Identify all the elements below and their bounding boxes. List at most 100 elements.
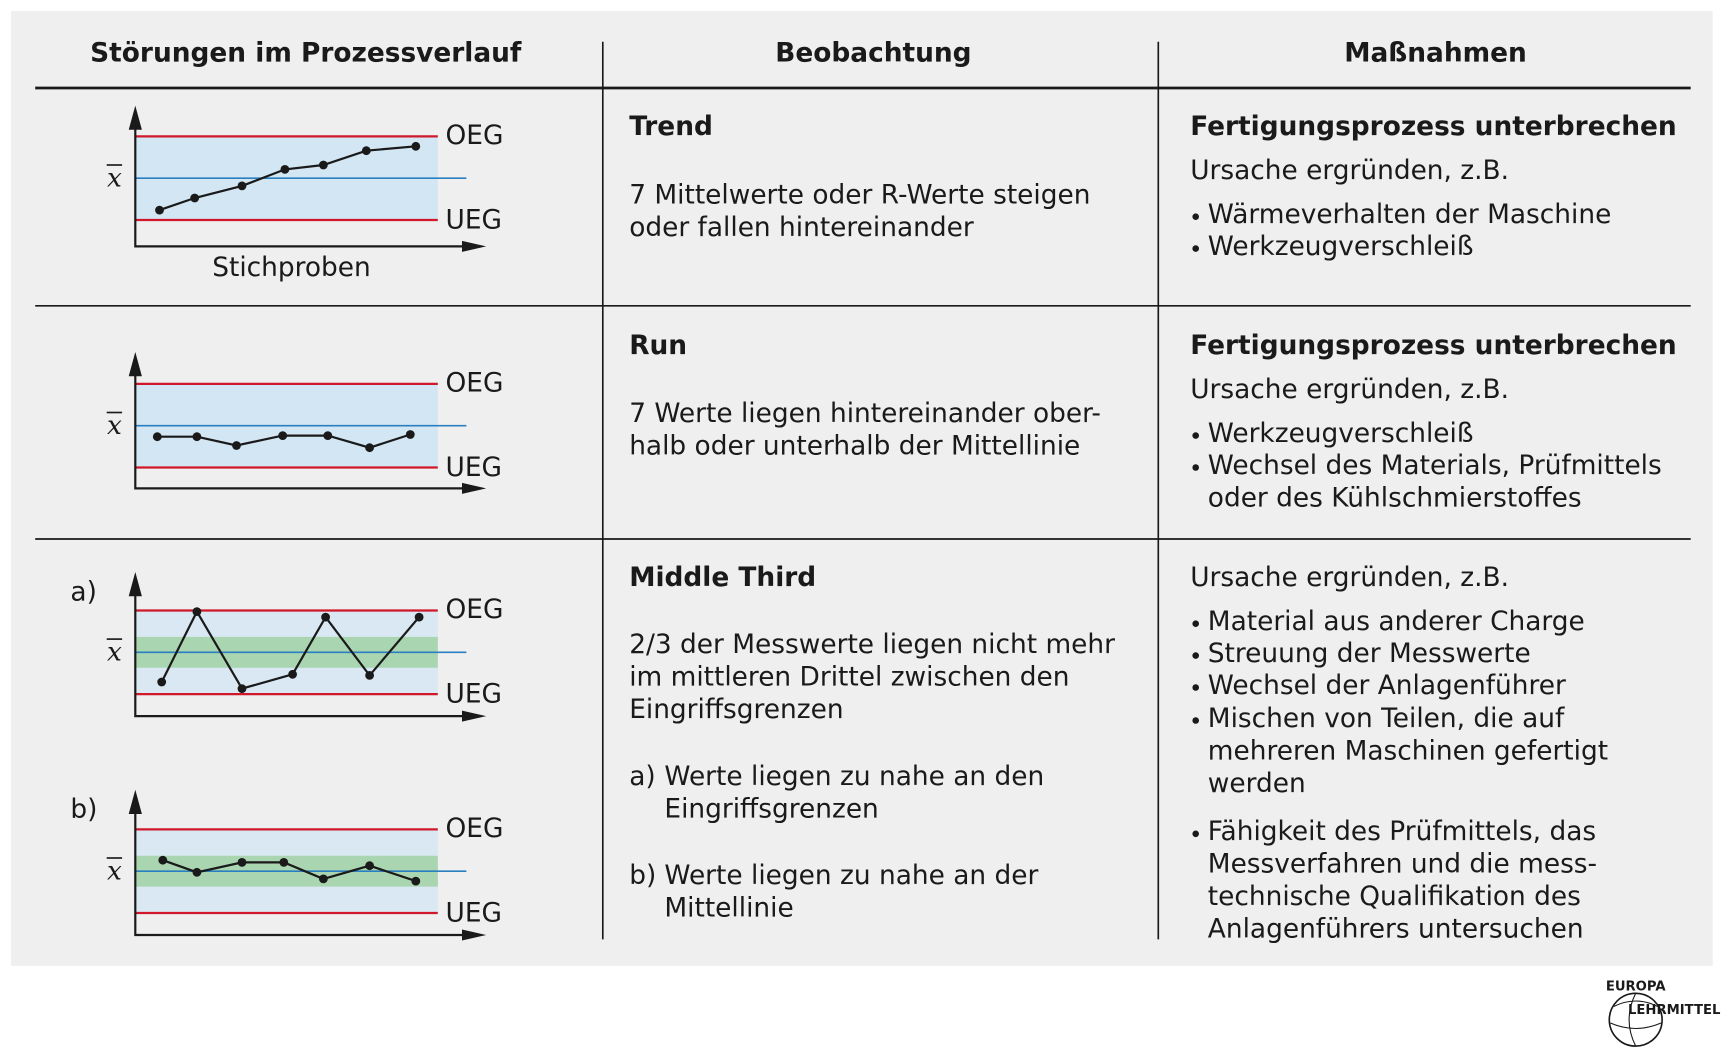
- text-line: mehreren Maschinen gefertigt: [1208, 735, 1608, 766]
- mean-symbol: x: [107, 636, 122, 667]
- text-line: oder fallen hintereinander: [629, 212, 974, 243]
- measure-intro: Ursache ergründen, z.B.: [1190, 374, 1509, 405]
- axis-arrow: [462, 710, 487, 722]
- mean-symbol: x: [107, 410, 122, 441]
- axis-arrow: [462, 929, 487, 941]
- control-chart: [128, 789, 487, 941]
- text-line: werden: [1208, 768, 1306, 799]
- lower-limit-label: UEG: [446, 452, 502, 483]
- sample-point: [190, 193, 200, 203]
- axis-arrow: [128, 352, 142, 377]
- bullet: [1192, 464, 1199, 471]
- bullet: [1192, 432, 1199, 439]
- text-line: Wechsel des Materials, Prüfmittels: [1208, 450, 1662, 481]
- text-line: Material aus anderer Charge: [1208, 606, 1585, 637]
- column-header: Störungen im Prozessverlauf: [90, 37, 522, 68]
- sample-point: [411, 141, 421, 151]
- sample-point: [237, 181, 247, 191]
- text-line: Wärmeverhalten der Maschine: [1208, 199, 1612, 230]
- logo-text: EUROPA: [1606, 980, 1667, 995]
- sample-point: [321, 612, 330, 622]
- text-line: Mischen von Teilen, die auf: [1208, 703, 1565, 734]
- text-line: 2/3 der Messwerte liegen nicht mehr: [629, 629, 1115, 660]
- sample-point: [280, 165, 290, 174]
- control-chart: [128, 352, 487, 494]
- text-line: Werte liegen zu nahe an der: [664, 860, 1038, 891]
- text-line: Wechsel der Anlagenführer: [1208, 670, 1566, 701]
- text-line: im mittleren Drittel zwischen den: [629, 662, 1069, 693]
- sample-point: [405, 430, 415, 439]
- bullet: [1192, 830, 1199, 838]
- sample-point: [365, 443, 374, 453]
- sample-point: [192, 432, 202, 442]
- observation-title: Middle Third: [629, 562, 816, 593]
- upper-limit-label: OEG: [446, 594, 504, 625]
- sample-point: [361, 146, 371, 156]
- lower-limit-label: UEG: [446, 898, 502, 929]
- measure-title: Fertigungsprozess unterbrechen: [1190, 330, 1677, 361]
- chart-label: a): [70, 576, 96, 607]
- sample-point: [158, 855, 168, 865]
- axis-arrow: [128, 789, 142, 814]
- text-line: Fähigkeit des Prüfmittels, das: [1208, 816, 1596, 847]
- case-label: b): [629, 860, 656, 891]
- bullet: [1192, 717, 1199, 724]
- axis-arrow: [128, 105, 142, 130]
- text-line: halb oder unterhalb der Mittellinie: [629, 431, 1080, 462]
- sample-point: [288, 669, 297, 679]
- control-chart: [128, 572, 487, 722]
- sample-point: [279, 858, 289, 867]
- upper-limit-label: OEG: [446, 813, 504, 844]
- sample-point: [323, 431, 333, 440]
- text-line: Mittellinie: [664, 893, 793, 924]
- case-label: a): [629, 761, 655, 792]
- observation-title: Run: [629, 330, 687, 361]
- sample-point: [192, 867, 202, 877]
- sample-point: [232, 441, 241, 450]
- sample-point: [414, 612, 424, 622]
- mean-symbol: x: [107, 162, 122, 193]
- logo-text: LEHRMITTEL: [1628, 1003, 1721, 1018]
- sample-point: [237, 684, 247, 693]
- bullet: [1192, 213, 1199, 220]
- observation-title: Trend: [629, 111, 713, 142]
- sample-point: [278, 431, 288, 440]
- sample-point: [319, 874, 328, 884]
- measure-intro: Ursache ergründen, z.B.: [1190, 155, 1509, 186]
- text-line: Messverfahren und die mess-: [1208, 849, 1597, 880]
- axes: [134, 118, 474, 248]
- upper-limit-label: OEG: [446, 120, 504, 151]
- sample-point: [155, 205, 164, 215]
- control-chart: [128, 105, 487, 252]
- sample-point: [192, 607, 202, 616]
- column-header: Beobachtung: [775, 37, 971, 68]
- text-line: Werte liegen zu nahe an den: [664, 761, 1044, 792]
- lower-limit-label: UEG: [446, 679, 502, 710]
- axes: [134, 365, 474, 490]
- lower-limit-label: UEG: [446, 205, 502, 236]
- chart-label: b): [70, 794, 97, 825]
- text-line: Streuung der Messwerte: [1208, 638, 1531, 669]
- text-line: Werkzeugverschleiß: [1208, 418, 1474, 449]
- bullet: [1192, 684, 1199, 691]
- table: Störungen im Prozessverlauf Beobachtung Ma…: [11, 11, 1721, 1047]
- x-axis-label: Stichproben: [212, 252, 371, 283]
- measure-intro: Ursache ergründen, z.B.: [1190, 562, 1509, 593]
- axes: [134, 585, 474, 718]
- text-line: technische Qualifikation des: [1208, 881, 1581, 912]
- mean-symbol: x: [107, 855, 122, 886]
- sample-point: [157, 677, 167, 687]
- axis-arrow: [128, 572, 142, 597]
- axis-arrow: [462, 482, 487, 494]
- sample-point: [152, 432, 162, 442]
- sample-point: [237, 858, 247, 867]
- bullet: [1192, 620, 1199, 627]
- sample-point: [365, 861, 374, 871]
- text-line: Werkzeugverschleiß: [1208, 231, 1474, 262]
- axes: [134, 803, 474, 937]
- sample-point: [365, 671, 374, 680]
- bullet: [1192, 245, 1199, 252]
- bullet: [1192, 652, 1199, 659]
- text-line: oder des Kühlschmierstoffes: [1208, 482, 1582, 513]
